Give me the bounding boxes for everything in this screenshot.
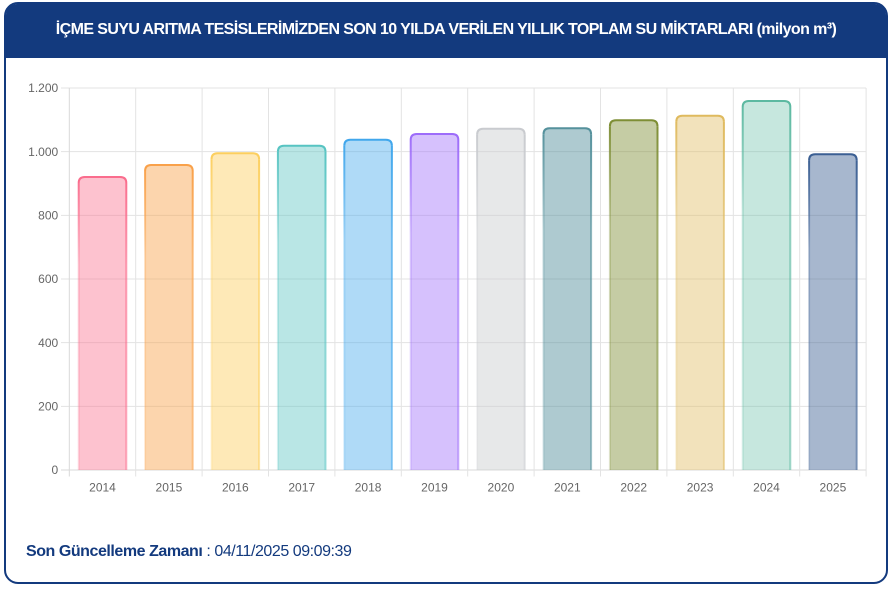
svg-text:2021: 2021 bbox=[554, 481, 581, 495]
svg-text:2019: 2019 bbox=[421, 481, 448, 495]
svg-text:1.000: 1.000 bbox=[28, 145, 58, 159]
svg-text:400: 400 bbox=[38, 336, 58, 350]
svg-text:2020: 2020 bbox=[488, 481, 515, 495]
svg-text:2015: 2015 bbox=[156, 481, 183, 495]
svg-text:2023: 2023 bbox=[687, 481, 714, 495]
svg-text:2022: 2022 bbox=[620, 481, 647, 495]
svg-text:1.200: 1.200 bbox=[28, 81, 58, 95]
svg-text:0: 0 bbox=[52, 463, 59, 477]
svg-text:2016: 2016 bbox=[222, 481, 249, 495]
svg-text:2018: 2018 bbox=[355, 481, 382, 495]
svg-text:800: 800 bbox=[38, 209, 58, 223]
svg-text:2014: 2014 bbox=[89, 481, 116, 495]
svg-text:2017: 2017 bbox=[288, 481, 315, 495]
svg-text:2024: 2024 bbox=[753, 481, 780, 495]
svg-text:600: 600 bbox=[38, 272, 58, 286]
svg-text:200: 200 bbox=[38, 400, 58, 414]
svg-text:2025: 2025 bbox=[820, 481, 847, 495]
